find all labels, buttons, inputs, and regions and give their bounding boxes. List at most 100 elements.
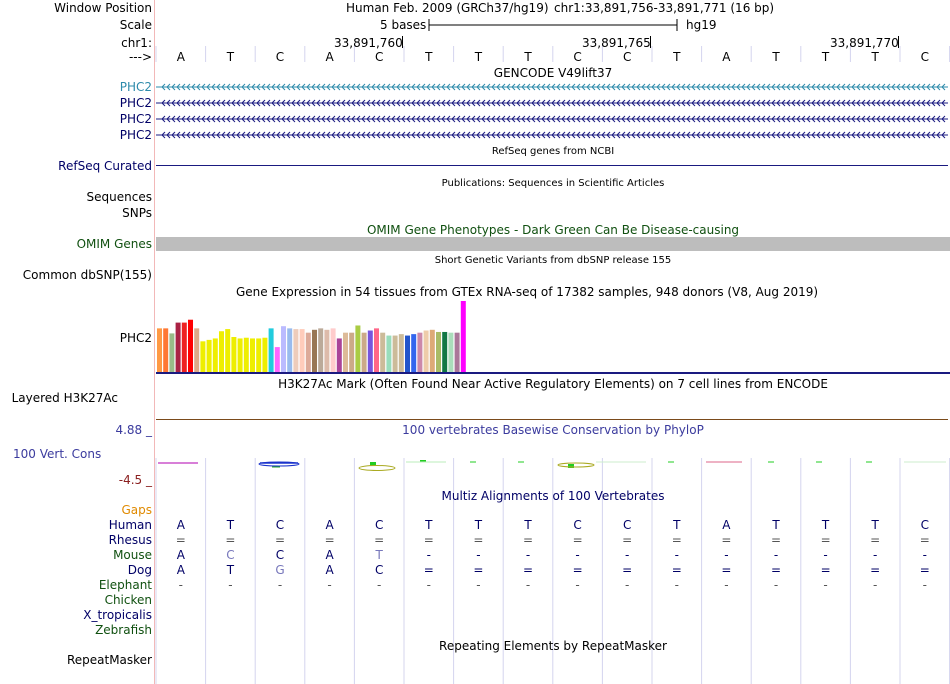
gtex-tissue-bar [423, 330, 429, 373]
gtex-tissue-bar [181, 322, 187, 373]
multiz-base: T [226, 563, 235, 577]
gtex-tissue-bar [175, 322, 181, 373]
gtex-tissue-bar [460, 301, 466, 373]
multiz-base: T [226, 518, 235, 532]
gencode-gene-label[interactable]: PHC2 [119, 128, 152, 142]
multiz-base: = [919, 533, 930, 547]
multiz-species-label[interactable]: Mouse [113, 548, 152, 562]
multiz-base: - [773, 578, 779, 592]
gtex-tissue-bar [411, 334, 417, 373]
multiz-base: T [524, 518, 532, 532]
multiz-base: A [325, 548, 334, 562]
multiz-base: C [374, 518, 384, 532]
multiz-base: - [625, 578, 630, 592]
multiz-base: = [622, 563, 633, 577]
multiz-base: = [175, 533, 186, 547]
gtex-label[interactable]: PHC2 [119, 331, 152, 345]
multiz-base: - [426, 548, 431, 562]
gtex-tissue-bar [442, 331, 448, 373]
omim-bar[interactable] [156, 237, 950, 251]
multiz-base: = [870, 533, 881, 547]
omim-label[interactable]: OMIM Genes [76, 237, 152, 251]
gtex-chart[interactable] [156, 299, 950, 375]
multiz-base: C [920, 518, 929, 532]
multiz-species-label[interactable]: Human [108, 518, 152, 532]
multiz-base: - [873, 548, 878, 562]
gtex-tissue-bar [405, 335, 410, 373]
multiz-species-label[interactable]: Rhesus [108, 533, 152, 547]
gencode-gene-label[interactable]: PHC2 [119, 112, 152, 126]
transcript-strand-chevrons [161, 99, 946, 107]
reference-base: A [722, 50, 731, 64]
transcript-strand-chevrons [161, 83, 946, 91]
h3k27ac-label[interactable]: Layered H3K27Ac [11, 391, 118, 405]
coord-tick-mark [898, 36, 899, 48]
multiz-base: - [327, 578, 332, 592]
position-readout[interactable]: chr1:33,891,756-33,891,771 (16 bp) [554, 1, 775, 15]
gtex-tissue-bar [336, 338, 342, 373]
multiz-base: C [226, 548, 235, 562]
reference-base: C [622, 50, 632, 64]
multiz-base: C [275, 548, 285, 562]
assembly-title: Human Feb. 2009 (GRCh37/hg19) [346, 1, 549, 15]
refseq-line[interactable] [156, 165, 948, 166]
multiz-base: G [275, 563, 285, 577]
transcript-strand-chevrons [161, 131, 946, 139]
multiz-base: T [821, 518, 830, 532]
multiz-base: - [575, 548, 580, 562]
dbsnp-label[interactable]: Common dbSNP(155) [22, 268, 152, 282]
chrom-label: chr1: [121, 36, 152, 50]
gencode-gene-label[interactable]: PHC2 [119, 96, 152, 110]
multiz-base: - [873, 578, 878, 592]
multiz-base: = [522, 533, 534, 547]
gtex-tissue-bar [287, 328, 293, 373]
gtex-tissue-bar [299, 329, 305, 373]
multiz-base: = [274, 533, 286, 547]
refseq-label[interactable]: RefSeq Curated [58, 159, 152, 173]
multiz-base: - [426, 578, 431, 592]
gtex-tissue-bar [330, 328, 336, 373]
gtex-tissue-bar [281, 326, 286, 373]
scale-bar [428, 19, 678, 31]
reference-base: T [425, 50, 433, 64]
multiz-base: A [722, 518, 731, 532]
multiz-base: A [176, 518, 185, 532]
reference-base: C [275, 50, 285, 64]
gencode-gene-label[interactable]: PHC2 [119, 80, 152, 94]
gtex-tissue-bar [237, 338, 243, 373]
coord-tick-mark [650, 36, 651, 48]
gtex-tissue-bar [429, 329, 435, 373]
reference-base: T [524, 50, 532, 64]
multiz-base: = [770, 563, 782, 577]
phylop-label[interactable]: 100 Vert. Cons [13, 447, 102, 461]
h3k27ac-baseline [156, 419, 948, 420]
gtex-tissue-bar [194, 328, 200, 373]
multiz-base: = [721, 533, 732, 547]
reference-base: T [871, 50, 879, 64]
reference-base: A [325, 50, 334, 64]
multiz-base: T [375, 548, 383, 562]
repeatmasker-label[interactable]: RepeatMasker [66, 653, 152, 667]
multiz-base: = [572, 563, 583, 577]
gaps-label[interactable]: Gaps [121, 503, 152, 517]
snps-label[interactable]: SNPs [122, 206, 152, 220]
multiz-species-label[interactable]: Dog [127, 563, 152, 577]
gtex-tissue-bar [200, 341, 206, 373]
gtex-tissue-bar [219, 331, 224, 373]
multiz-base: - [476, 578, 481, 592]
multiz-species-label[interactable]: Zebrafish [95, 623, 152, 637]
coord-tick-label: 33,891,765 [582, 36, 651, 50]
gtex-tissue-bar [324, 329, 330, 373]
multiz-species-label[interactable]: Elephant [98, 578, 152, 592]
multiz-base: - [178, 578, 183, 592]
multiz-base: = [721, 563, 732, 577]
sequences-label[interactable]: Sequences [86, 190, 152, 204]
multiz-base: - [476, 548, 481, 562]
phylop-graph[interactable] [156, 456, 950, 474]
multiz-base: - [823, 548, 828, 562]
gencode-transcripts[interactable] [156, 80, 950, 144]
multiz-species-label[interactable]: X_tropicalis [83, 608, 152, 622]
gtex-title: Gene Expression in 54 tissues from GTEx … [235, 285, 819, 299]
gtex-tissue-bar [454, 332, 460, 373]
multiz-species-label[interactable]: Chicken [104, 593, 152, 607]
